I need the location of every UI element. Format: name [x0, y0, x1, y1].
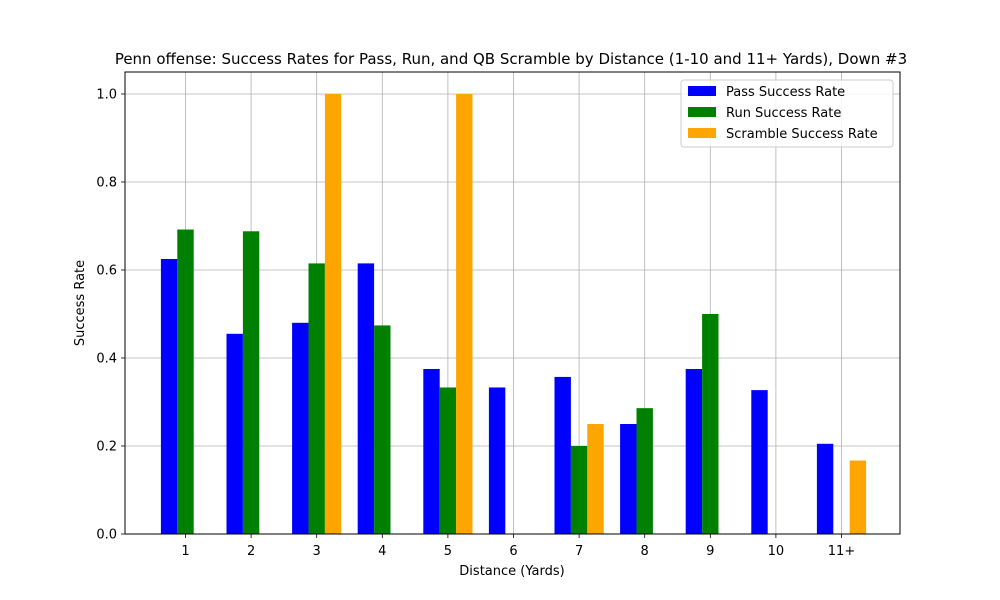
bar-scramble [587, 424, 604, 534]
x-axis-label: Distance (Yards) [459, 564, 564, 579]
bar-scramble [456, 94, 473, 534]
legend-swatch [688, 86, 716, 96]
bar-run [702, 314, 719, 534]
bar-pass [357, 263, 375, 534]
legend-frame [680, 79, 894, 148]
bar-pass [226, 333, 243, 534]
plot-frame [124, 71, 901, 535]
bar-scramble [324, 94, 342, 534]
x-tick-label: 1 [181, 544, 189, 559]
x-tick-label: 9 [706, 544, 714, 559]
legend-label: Pass Success Rate [726, 85, 845, 100]
bar-run [570, 446, 588, 534]
bar-pass [160, 259, 178, 534]
bar-run [439, 387, 457, 534]
bar-pass [292, 322, 309, 534]
y-axis-label: Success Rate [73, 260, 88, 346]
legend-label: Scramble Success Rate [726, 127, 878, 142]
y-tick-label: 0.2 [96, 440, 117, 455]
y-tick-label: 0.6 [96, 264, 117, 279]
bars-layer [160, 94, 867, 534]
x-tick-label: 2 [247, 544, 255, 559]
y-tick-label: 1.0 [96, 88, 117, 103]
bar-run [308, 263, 325, 534]
x-tick-label: 7 [575, 544, 583, 559]
x-tick-label: 11+ [828, 544, 855, 559]
legend: Pass Success Rate Run Success Rate Scrambl… [680, 79, 894, 148]
legend-label: Run Success Rate [726, 106, 841, 121]
bar-run [374, 325, 391, 534]
bar-pass [685, 369, 703, 534]
x-tick-label: 6 [509, 544, 517, 559]
bar-pass [620, 424, 637, 534]
ticks-layer: 0.0 0.2 0.4 0.6 0.8 1.0 1 2 3 4 5 6 7 8 9 10 11+ [96, 88, 855, 560]
bar-run [636, 408, 653, 534]
x-tick-label: 10 [768, 544, 785, 559]
bar-scramble [849, 460, 867, 534]
bar-pass [423, 369, 440, 534]
bar-pass [816, 443, 834, 534]
legend-swatch [688, 128, 716, 138]
bar-pass [488, 387, 506, 534]
x-tick-label: 8 [641, 544, 649, 559]
bar-run [242, 231, 260, 534]
x-tick-label: 4 [378, 544, 386, 559]
y-tick-label: 0.4 [96, 352, 117, 367]
x-tick-label: 3 [313, 544, 321, 559]
chart-title: Penn offense: Success Rates for Pass, Ru… [115, 50, 907, 68]
bar-pass [554, 376, 571, 534]
bar-pass [751, 390, 768, 534]
x-tick-label: 5 [444, 544, 452, 559]
y-tick-label: 0.8 [96, 176, 117, 191]
y-tick-label: 0.0 [96, 528, 117, 543]
legend-swatch [688, 107, 716, 117]
bar-run [177, 229, 194, 534]
